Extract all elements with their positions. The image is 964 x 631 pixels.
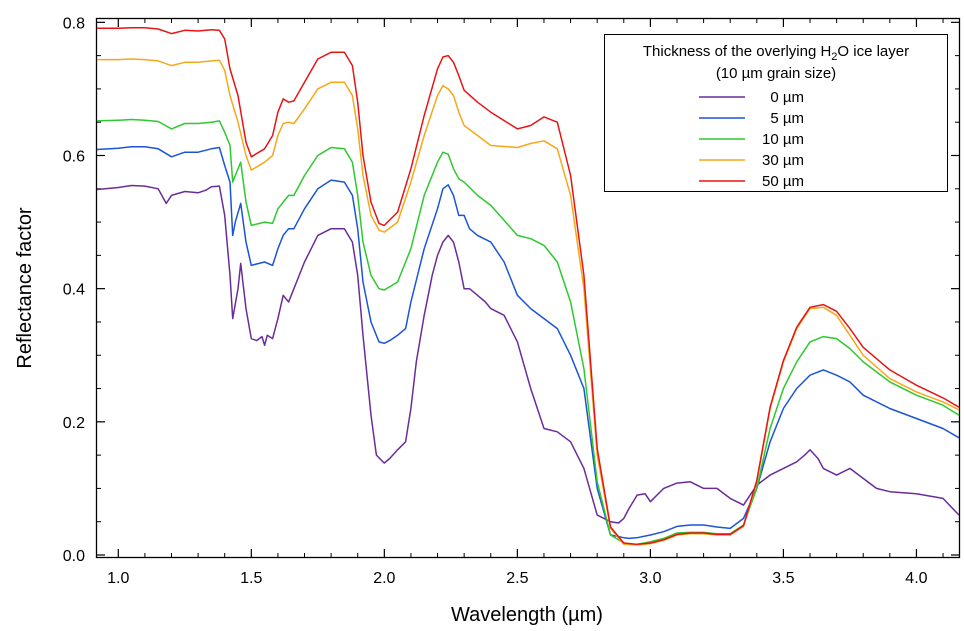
legend-title-subscript: 2 [831, 51, 837, 63]
legend-title-line2: (10 µm grain size) [716, 65, 836, 82]
series-line-0 [96, 184, 960, 524]
series-lines [96, 26, 960, 546]
legend-label: 30 µm [762, 152, 804, 169]
y-axis-ticks: 0.0 0.2 0.4 0.6 0.8 [63, 15, 959, 565]
series-line-1 [96, 146, 960, 540]
y-tick-label: 0.6 [63, 148, 85, 165]
series-line-4 [97, 26, 960, 546]
legend-title-line1: Thickness of the overlying H2O ice layer [643, 43, 909, 63]
legend-label: 0 µm [770, 89, 804, 106]
x-tick-label: 3.0 [639, 570, 661, 587]
y-axis-title: Reflectance factor [14, 207, 36, 369]
x-tick-label: 1.0 [107, 570, 129, 587]
legend-title-prefix: Thickness of the overlying H [643, 43, 831, 60]
y-tick-label: 0.4 [63, 282, 85, 299]
y-tick-label: 0.2 [63, 415, 85, 432]
x-tick-label: 4.0 [905, 570, 927, 587]
plot-frame [95, 17, 961, 559]
y-tick-label: 0.8 [63, 15, 85, 32]
x-axis-title: Wavelength (µm) [451, 604, 603, 626]
x-tick-label: 2.0 [373, 570, 395, 587]
x-tick-label: 3.5 [772, 570, 794, 587]
legend-label: 5 µm [770, 110, 804, 127]
y-tick-label: 0.0 [63, 548, 85, 565]
legend-box [604, 34, 948, 192]
legend-title-suffix: O ice layer [837, 43, 909, 60]
legend-label: 10 µm [762, 131, 804, 148]
x-tick-label: 2.5 [506, 570, 528, 587]
x-axis-ticks: 1.0 1.5 2.0 2.5 3.0 3.5 4.0 [107, 19, 944, 587]
legend-label: 50 µm [762, 173, 804, 190]
legend: Thickness of the overlying H2O ice layer… [604, 34, 948, 192]
x-tick-label: 1.5 [240, 570, 262, 587]
legend-entries: 0 µm 5 µm 10 µm 30 µm 50 µm [699, 89, 804, 190]
